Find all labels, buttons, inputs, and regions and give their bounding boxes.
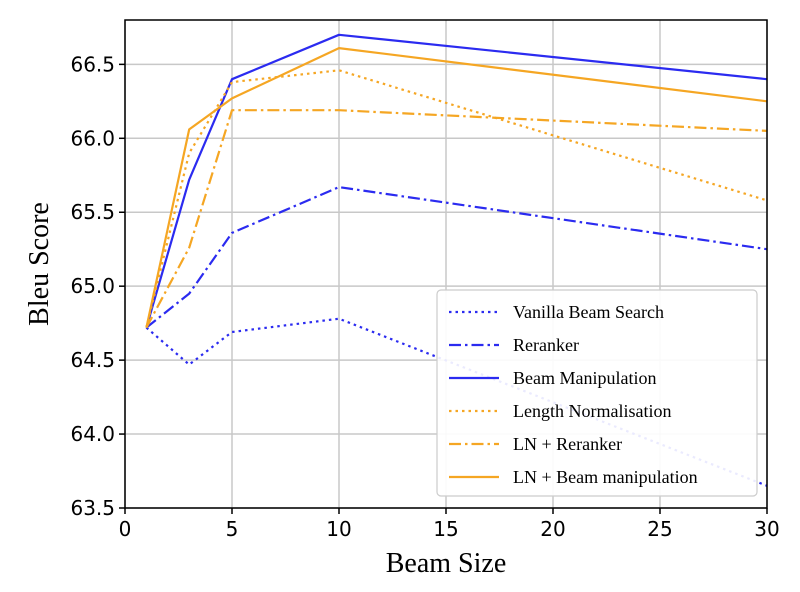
x-axis-label: Beam Size [386,548,507,579]
x-tick-label: 30 [754,517,779,541]
y-tick-label: 66.0 [70,126,115,150]
series-line-reranker [145,186,768,329]
y-tick-label: 63.5 [70,496,115,520]
y-tick-label: 64.0 [70,422,115,446]
y-axis-label: Bleu Score [24,202,55,326]
legend-label: LN + Reranker [513,434,622,454]
legend-label: Reranker [513,335,579,355]
series-line-length-normalisation [145,69,768,328]
series-line-ln-beam-manipulation [145,46,768,328]
series-line-beam-manipulation [145,33,768,328]
legend-label: LN + Beam manipulation [513,467,698,487]
x-tick-label: 0 [119,517,132,541]
legend: Vanilla Beam Search Reranker Beam Manipula… [436,289,758,497]
y-tick-label: 64.5 [70,348,115,372]
y-tick-label: 65.0 [70,274,115,298]
legend-box [436,289,758,497]
x-tick-label: 15 [433,517,458,541]
legend-label: Length Normalisation [513,401,671,421]
y-tick-label: 66.5 [70,52,115,76]
grid [124,20,768,509]
x-tick-label: 20 [540,517,565,541]
x-axis-ticks: 0 5 10 15 20 25 30 [119,508,780,541]
legend-label: Vanilla Beam Search [513,302,664,322]
x-tick-label: 5 [226,517,239,541]
x-tick-label: 10 [326,517,351,541]
x-tick-label: 25 [647,517,672,541]
series-line-ln-reranker [145,109,768,329]
y-tick-label: 65.5 [70,200,115,224]
legend-label: Beam Manipulation [513,368,656,388]
y-axis-ticks: 63.5 64.0 64.5 65.0 65.5 66.0 66.5 [70,52,125,520]
